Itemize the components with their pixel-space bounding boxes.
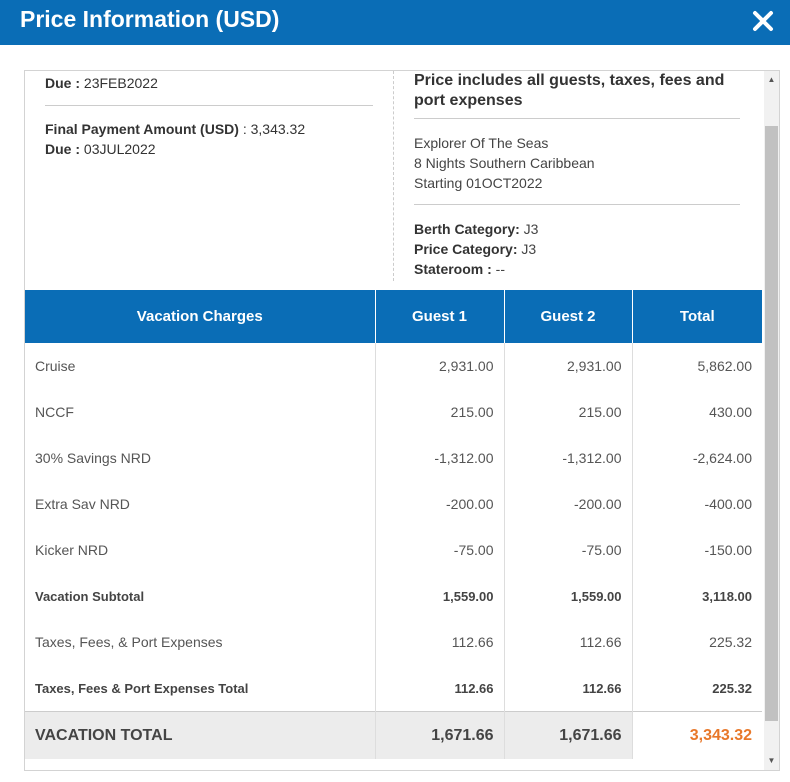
vertical-divider [393, 71, 394, 281]
total-amount: 225.32 [709, 634, 752, 650]
guest-1-amount: -75.00 [375, 527, 505, 573]
guest-1-amount: 215.00 [375, 389, 505, 435]
row-label: Taxes, Fees, & Port Expenses [25, 619, 376, 665]
grand-total: 3,343.32 [632, 711, 762, 759]
table-row: 30% Savings NRD -1,312.00 -1,312.00 -2,6… [25, 435, 762, 481]
guest-2-amount: -200.00 [504, 481, 633, 527]
header-guest-1: Guest 1 [375, 290, 505, 343]
guest-1-amount: 2,931.00 [375, 343, 505, 389]
guest-2-amount: 112.66 [504, 665, 633, 712]
berth-value: J3 [519, 221, 539, 237]
price-value: J3 [517, 241, 537, 257]
ship-name: Explorer Of The Seas [414, 135, 549, 151]
header-total: Total [632, 290, 762, 343]
total-amount: -2,624.00 [692, 450, 752, 466]
price-panel[interactable]: Due : 23FEB2022 Final Payment Amount (US… [24, 70, 780, 771]
table-row: Kicker NRD -75.00 -75.00 -150.00 [25, 527, 762, 573]
guest-2-amount: 112.66 [504, 619, 633, 665]
final-payment-label: Final Payment Amount (USD) [45, 121, 239, 137]
itinerary: 8 Nights Southern Caribbean [414, 155, 595, 171]
summary-heading: Price includes all guests, taxes, fees a… [414, 72, 725, 109]
stateroom-label: Stateroom : [414, 261, 492, 277]
vacation-total-label: VACATION TOTAL [25, 711, 376, 759]
total-amount: 5,862.00 [697, 358, 753, 374]
guest-1-amount: -200.00 [375, 481, 505, 527]
price-category: Price Category: J3 [414, 239, 538, 259]
final-due-sep: : [71, 141, 84, 157]
table-row: Extra Sav NRD -200.00 -200.00 -400.00 [25, 481, 762, 527]
divider [414, 204, 740, 205]
guest-1-amount: 1,559.00 [375, 573, 505, 619]
close-icon[interactable] [750, 8, 776, 34]
final-due-label: Due [45, 141, 72, 157]
stateroom-value: -- [491, 261, 506, 277]
row-label: Taxes, Fees & Port Expenses Total [25, 665, 376, 712]
divider [45, 105, 373, 106]
row-label: NCCF [25, 389, 376, 435]
stateroom: Stateroom : -- [414, 259, 538, 279]
row-label: Cruise [25, 343, 376, 389]
guest-1-total: 1,671.66 [375, 711, 505, 759]
charges-table: Vacation Charges Guest 1 Guest 2 Total C… [25, 290, 762, 759]
total-amount: 225.32 [712, 680, 752, 696]
guest-2-amount: 215.00 [504, 389, 633, 435]
guest-1-amount: 112.66 [375, 619, 505, 665]
header-vacation-charges: Vacation Charges [25, 290, 376, 343]
final-due-value: 03JUL2022 [83, 141, 156, 157]
price-label: Price Category: [414, 241, 518, 257]
subtotal-row: Vacation Subtotal 1,559.00 1,559.00 3,11… [25, 573, 762, 619]
deposit-due-value: 23FEB2022 [83, 75, 158, 91]
dialog-header: Price Information (USD) [0, 0, 790, 45]
row-label: 30% Savings NRD [25, 435, 376, 481]
berth-label: Berth Category: [414, 221, 520, 237]
table-header-row: Vacation Charges Guest 1 Guest 2 Total [25, 290, 762, 343]
final-payment-sep: : [238, 121, 251, 137]
table-row: NCCF 215.00 215.00 430.00 [25, 389, 762, 435]
ship-info: Explorer Of The Seas 8 Nights Southern C… [414, 133, 595, 193]
deposit-due-sep: : [71, 75, 84, 91]
vacation-total-row: VACATION TOTAL 1,671.66 1,671.66 3,343.3… [25, 711, 762, 759]
final-due: Due : 03JUL2022 [45, 141, 156, 157]
total-amount: -150.00 [704, 542, 752, 558]
table-row: Taxes, Fees, & Port Expenses 112.66 112.… [25, 619, 762, 665]
guest-2-total: 1,671.66 [504, 711, 633, 759]
taxes-total-row: Taxes, Fees & Port Expenses Total 112.66… [25, 665, 762, 712]
total-amount: 430.00 [709, 404, 752, 420]
scrollbar-thumb[interactable] [765, 126, 778, 721]
berth-category: Berth Category: J3 [414, 219, 538, 239]
total-amount: 3,118.00 [702, 588, 752, 604]
deposit-due-label: Due [45, 75, 72, 91]
divider [414, 118, 740, 119]
row-label: Extra Sav NRD [25, 481, 376, 527]
scroll-down-arrow-icon[interactable]: ▼ [767, 756, 776, 765]
table-row: Cruise 2,931.00 2,931.00 5,862.00 [25, 343, 762, 389]
sail-date: Starting 01OCT2022 [414, 175, 543, 191]
final-payment-amount: 3,343.32 [250, 121, 306, 137]
guest-2-amount: -1,312.00 [504, 435, 633, 481]
row-label: Kicker NRD [25, 527, 376, 573]
header-guest-2: Guest 2 [504, 290, 633, 343]
category-info: Berth Category: J3 Price Category: J3 St… [414, 219, 538, 279]
guest-2-amount: 1,559.00 [504, 573, 633, 619]
deposit-due: Due : 23FEB2022 [45, 75, 158, 91]
guest-2-amount: 2,931.00 [504, 343, 633, 389]
guest-1-amount: -1,312.00 [375, 435, 505, 481]
vertical-scrollbar[interactable]: ▲ ▼ [764, 71, 779, 770]
total-amount: -400.00 [704, 496, 752, 512]
guest-2-amount: -75.00 [504, 527, 633, 573]
dialog-title: Price Information (USD) [20, 6, 280, 32]
final-payment: Final Payment Amount (USD) : 3,343.32 [45, 121, 305, 137]
row-label: Vacation Subtotal [25, 573, 376, 619]
guest-1-amount: 112.66 [375, 665, 505, 712]
scroll-up-arrow-icon[interactable]: ▲ [767, 75, 776, 84]
